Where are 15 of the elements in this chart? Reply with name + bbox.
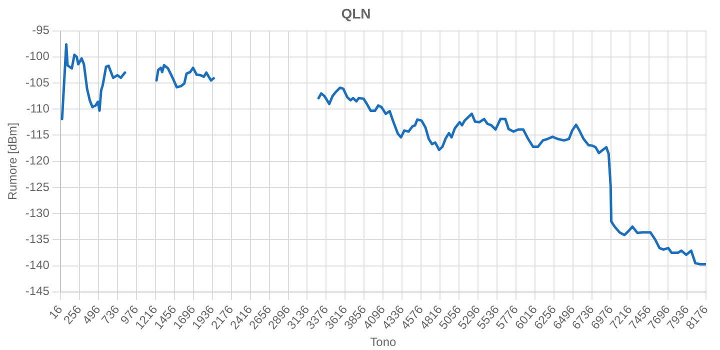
y-tick-label: -120	[25, 154, 50, 168]
x-axis-title: Tono	[370, 335, 397, 350]
x-tick-label: 736	[98, 302, 122, 327]
y-tick-label: -100	[25, 49, 50, 64]
y-tick-label: -105	[25, 75, 50, 90]
y-tick-label: -115	[26, 128, 50, 142]
y-tick-label: -125	[25, 180, 50, 194]
y-tick-label: -145	[25, 284, 50, 298]
y-tick-label: -135	[25, 232, 50, 246]
y-tick-label: -95	[32, 23, 50, 38]
chart-title: QLN	[341, 5, 371, 22]
y-axis-title: Rumore [dBm]	[6, 122, 20, 200]
y-tick-label: -140	[25, 258, 50, 272]
y-tick-label: -130	[25, 206, 50, 220]
y-tick-label: -110	[26, 101, 50, 116]
